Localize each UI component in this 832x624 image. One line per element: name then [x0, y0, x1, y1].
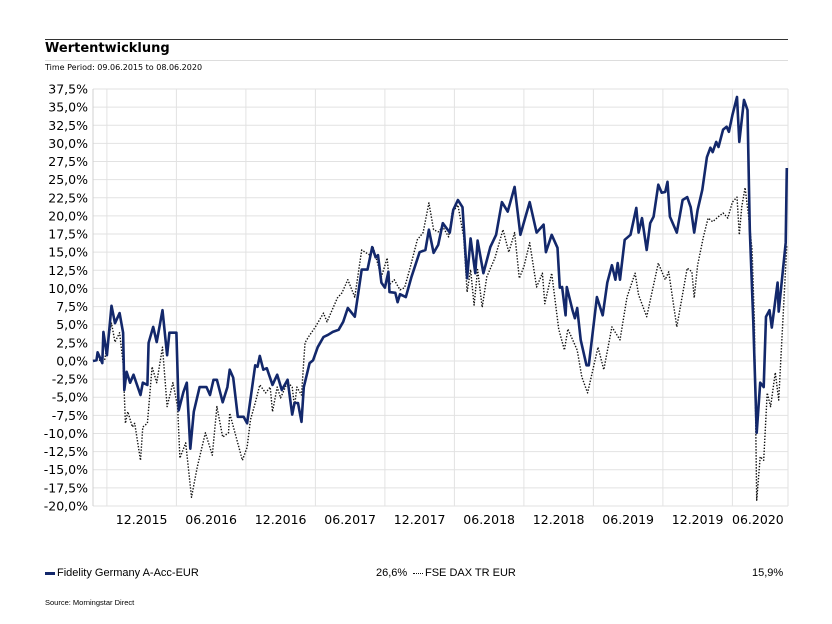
- y-tick-label: -5,0%: [52, 390, 88, 405]
- x-axis-labels: 12.2015 06.2016 12.2016 06.2017 12.2017 06.20…: [116, 512, 784, 527]
- series-line-index: [92, 186, 788, 501]
- y-tick-label: 0,0%: [56, 353, 88, 368]
- time-period: Time Period: 09.06.2015 to 08.06.2020: [45, 63, 203, 72]
- y-tick-label: 27,5%: [48, 154, 88, 169]
- series-line-fund: [92, 95, 789, 450]
- x-tick-label: 06.2018: [463, 512, 515, 527]
- y-tick-label: 35,0%: [48, 100, 88, 115]
- x-tick-label: 12.2016: [255, 512, 307, 527]
- y-tick-label: 2,5%: [56, 335, 88, 350]
- y-tick-label: 22,5%: [48, 190, 88, 205]
- legend-value-index: 15,9%: [752, 567, 784, 579]
- source-note: Source: Morningstar Direct: [45, 598, 135, 607]
- y-tick-label: 15,0%: [48, 245, 88, 260]
- y-tick-label: 7,5%: [56, 299, 88, 314]
- y-tick-label: 25,0%: [48, 172, 88, 187]
- y-axis-labels: -20,0% -17,5% -15,0% -12,5% -10,0% -7,5% -5,0%…: [44, 82, 88, 514]
- y-tick-label: 37,5%: [48, 82, 88, 97]
- y-tick-label: -10,0%: [44, 426, 88, 441]
- x-tick-label: 12.2015: [116, 512, 168, 527]
- legend-solid-swatch: [45, 571, 55, 575]
- y-tick-label: 30,0%: [48, 136, 88, 151]
- legend-item-index: FSE DAX TR EUR: [413, 567, 516, 579]
- series-lines: [92, 95, 789, 501]
- chart-title: Wertentwicklung: [45, 41, 170, 56]
- x-tick-label: 12.2017: [394, 512, 446, 527]
- y-tick-label: -20,0%: [44, 499, 88, 514]
- y-tick-label: 5,0%: [56, 317, 88, 332]
- y-tick-label: -17,5%: [44, 480, 88, 495]
- x-tick-label: 12.2018: [533, 512, 585, 527]
- x-tick-label: 06.2019: [602, 512, 654, 527]
- subheader-rule: [45, 60, 788, 61]
- grid: [92, 88, 789, 507]
- x-tick-label: 06.2020: [732, 512, 784, 527]
- legend-dotted-swatch: [413, 572, 423, 574]
- y-tick-label: -12,5%: [44, 444, 88, 459]
- y-tick-label: -2,5%: [52, 372, 88, 387]
- y-tick-label: -15,0%: [44, 462, 88, 477]
- y-tick-label: 20,0%: [48, 208, 88, 223]
- legend-value-fund: 26,6%: [376, 567, 408, 579]
- x-tick-label: 06.2016: [185, 512, 237, 527]
- y-tick-label: 12,5%: [48, 263, 88, 278]
- header-rule: [45, 39, 788, 40]
- legend-item-fund: Fidelity Germany A-Acc-EUR: [45, 567, 199, 579]
- y-tick-label: -7,5%: [52, 408, 88, 423]
- y-tick-label: 32,5%: [48, 118, 88, 133]
- y-tick-label: 10,0%: [48, 281, 88, 296]
- legend-label-fund: Fidelity Germany A-Acc-EUR: [57, 567, 199, 579]
- x-tick-label: 06.2017: [324, 512, 376, 527]
- y-tick-label: 17,5%: [48, 227, 88, 242]
- x-tick-label: 12.2019: [672, 512, 724, 527]
- legend-label-index: FSE DAX TR EUR: [425, 567, 516, 579]
